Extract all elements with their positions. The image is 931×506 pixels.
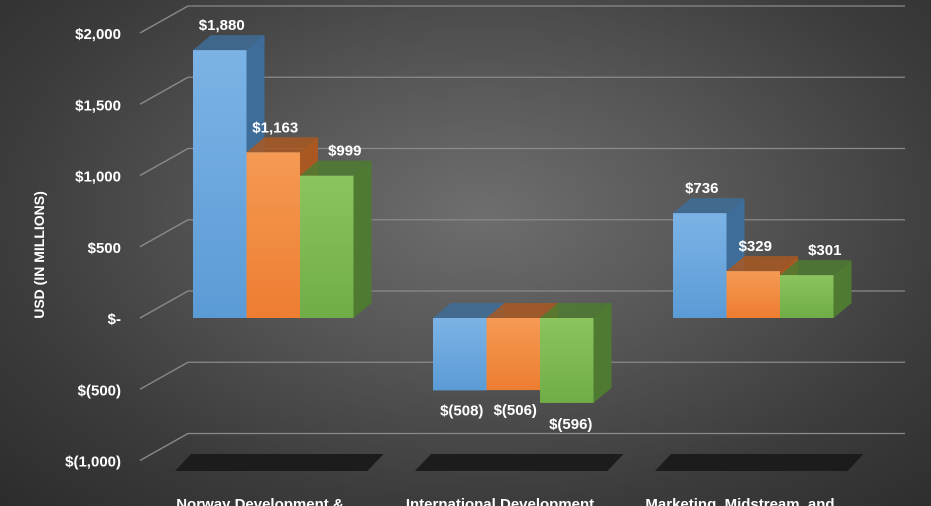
data-label: $1,880 <box>199 17 245 34</box>
data-labels: $1,880 $1,163 $999 $(508) $(506) $(596) $736 $3… <box>199 17 842 433</box>
bar <box>433 318 487 391</box>
bar-top <box>726 256 798 272</box>
y-tick-label: $1,500 <box>75 97 121 114</box>
y-tick-label: $- <box>108 311 121 328</box>
y-axis-title: USD (IN MILLIONS) <box>31 191 47 319</box>
bar <box>726 271 780 318</box>
bar <box>673 213 727 318</box>
category-label: Norway Development & <box>176 496 344 506</box>
floor-shadows <box>175 454 864 471</box>
bar-side <box>593 303 612 403</box>
bars <box>193 35 852 403</box>
gridline-side <box>139 290 189 319</box>
bar <box>246 152 300 318</box>
data-label: $999 <box>328 143 361 160</box>
y-tick-label: $(1,000) <box>65 454 121 471</box>
gridline-side <box>139 147 189 177</box>
category-label: Marketing, Midstream, and <box>645 496 834 506</box>
category-labels: Norway Development & International Develo… <box>176 496 834 506</box>
bar-top <box>540 303 612 318</box>
bar-side <box>833 260 852 318</box>
bar-top <box>673 198 745 214</box>
bar-top <box>433 303 505 318</box>
gridline-side <box>139 219 189 248</box>
bar <box>540 318 594 403</box>
bar <box>193 50 247 318</box>
data-label: $(506) <box>494 402 537 419</box>
y-tick-labels: $2,000 $1,500 $1,000 $500 $- $(500) $(1,000) <box>65 26 121 471</box>
category-label: International Development <box>406 496 594 506</box>
bar-top <box>193 35 265 51</box>
y-tick-label: $2,000 <box>75 26 121 43</box>
y-tick-label: $(500) <box>78 382 121 399</box>
bar-top <box>780 260 852 276</box>
gridline-side <box>139 361 189 390</box>
bar <box>300 175 354 318</box>
gridline-side <box>139 432 189 462</box>
bar-top <box>300 160 372 176</box>
floor-shadow <box>655 454 864 471</box>
floor-shadow <box>415 454 624 471</box>
data-label: $(596) <box>549 416 592 433</box>
bar-top <box>486 303 558 318</box>
data-label: $301 <box>808 242 841 259</box>
floor-shadow <box>175 454 384 471</box>
data-label: $736 <box>685 180 718 197</box>
bar-side <box>353 160 372 318</box>
gridline-side <box>139 5 189 34</box>
y-tick-label: $500 <box>88 240 121 257</box>
data-label: $1,163 <box>252 119 298 136</box>
gridline-side <box>139 76 189 105</box>
bar-top <box>246 137 318 153</box>
y-tick-label: $1,000 <box>75 169 121 186</box>
data-label: $(508) <box>440 402 483 419</box>
data-label: $329 <box>739 238 772 255</box>
bar <box>780 275 834 318</box>
bar <box>486 318 540 391</box>
